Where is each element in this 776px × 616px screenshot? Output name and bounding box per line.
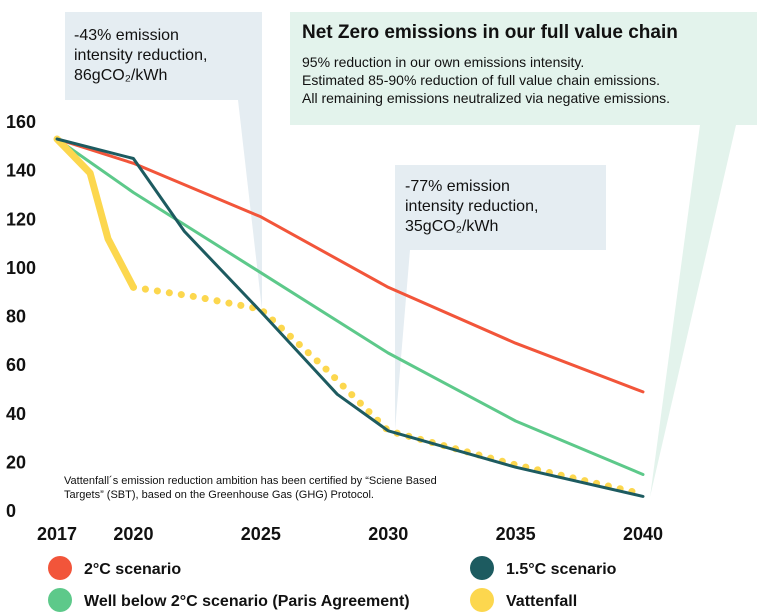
x-tick-label: 2025 xyxy=(241,524,281,544)
net-zero-line-3: All remaining emissions neutralized via … xyxy=(302,90,670,106)
net-zero-line-2: Estimated 85-90% reduction of full value… xyxy=(302,72,660,88)
x-tick-label: 2040 xyxy=(623,524,663,544)
series-well-below-line xyxy=(55,137,645,476)
x-tick-label: 2017 xyxy=(37,524,77,544)
callout-2030-box xyxy=(395,165,606,430)
x-axis: 2017 2020 2025 2030 2035 2040 xyxy=(37,524,663,544)
series-layer xyxy=(53,135,647,498)
callout-2030-line-3: 35gCO₂/kWh xyxy=(405,218,498,235)
y-tick-label: 120 xyxy=(6,209,36,229)
callout-2025-box xyxy=(65,12,262,310)
legend-marker xyxy=(48,588,72,612)
legend-label: Vattenfall xyxy=(506,593,577,610)
legend-label: Well below 2°C scenario (Paris Agreement… xyxy=(84,593,410,610)
legend-label: 1.5°C scenario xyxy=(506,561,617,578)
callout-2025-line-1: -43% emission xyxy=(74,27,179,44)
y-axis: 0 20 40 60 80 100 120 140 160 xyxy=(6,112,36,521)
legend-marker xyxy=(470,556,494,580)
legend-label: 2°C scenario xyxy=(84,561,181,578)
y-tick-label: 160 xyxy=(6,112,36,132)
x-tick-label: 2035 xyxy=(496,524,536,544)
net-zero-line-1: 95% reduction in our own emissions inten… xyxy=(302,54,584,70)
x-tick-label: 2020 xyxy=(113,524,153,544)
y-tick-label: 140 xyxy=(6,161,36,181)
x-tick-label: 2030 xyxy=(368,524,408,544)
legend: 2°C scenario 1.5°C scenario Well below 2°C… xyxy=(48,556,617,612)
legend-marker xyxy=(48,556,72,580)
y-tick-label: 40 xyxy=(6,404,26,424)
series-two-c-line xyxy=(55,137,645,394)
legend-marker xyxy=(470,588,494,612)
footnote-line-2: Targets” (SBT), based on the Greenhouse … xyxy=(64,489,374,501)
callout-2030-line-2: intensity reduction, xyxy=(405,198,538,215)
series-one-five-line xyxy=(55,137,645,498)
net-zero-callout-box xyxy=(290,12,757,497)
y-tick-label: 80 xyxy=(6,307,26,327)
y-tick-label: 60 xyxy=(6,355,26,375)
net-zero-title: Net Zero emissions in our full value cha… xyxy=(302,22,678,43)
footnote-line-1: Vattenfall´s emission reduction ambition… xyxy=(64,475,437,487)
series-vattenfall-projected-line xyxy=(129,283,647,498)
series-vattenfall-actual-line xyxy=(53,135,137,291)
y-tick-label: 20 xyxy=(6,452,26,472)
callout-2030-line-1: -77% emission xyxy=(405,178,510,195)
callout-2025-line-3: 86gCO₂/kWh xyxy=(74,67,167,84)
y-tick-label: 0 xyxy=(6,501,16,521)
y-tick-label: 100 xyxy=(6,258,36,278)
callout-2025-line-2: intensity reduction, xyxy=(74,47,207,64)
